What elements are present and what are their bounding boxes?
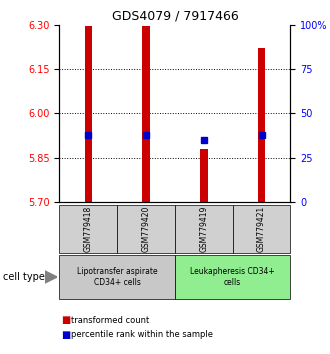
Text: Leukapheresis CD34+
cells: Leukapheresis CD34+ cells: [190, 267, 275, 287]
Polygon shape: [45, 271, 57, 283]
Title: GDS4079 / 7917466: GDS4079 / 7917466: [112, 9, 238, 22]
Text: GSM779420: GSM779420: [142, 206, 150, 252]
Text: ■: ■: [61, 330, 70, 339]
Text: transformed count: transformed count: [71, 316, 149, 325]
Text: GSM779418: GSM779418: [84, 206, 93, 252]
Text: Lipotransfer aspirate
CD34+ cells: Lipotransfer aspirate CD34+ cells: [77, 267, 157, 287]
Bar: [142, 26, 150, 202]
Bar: [258, 48, 265, 202]
Text: percentile rank within the sample: percentile rank within the sample: [71, 330, 213, 339]
Text: cell type: cell type: [3, 272, 45, 282]
Bar: [84, 26, 92, 202]
Text: GSM779419: GSM779419: [199, 206, 208, 252]
Bar: [200, 149, 208, 202]
Text: GSM779421: GSM779421: [257, 206, 266, 252]
Text: ■: ■: [61, 315, 70, 325]
